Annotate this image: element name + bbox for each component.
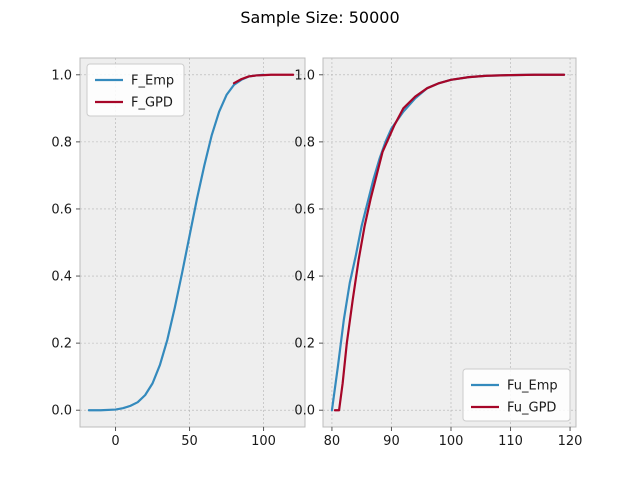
x-tick-label: 100 [439,434,464,449]
x-tick-label: 50 [181,434,198,449]
legend: F_Emp F_GPD [86,63,185,117]
legend-label: F_Emp [131,74,174,89]
figure-title: Sample Size: 50000 [240,8,399,27]
y-tick-label: 0.0 [51,404,72,419]
y-tick-label: 0.0 [294,404,315,419]
x-tick-label: 80 [324,434,341,449]
y-tick-label: 0.4 [51,270,72,285]
y-tick-label: 0.6 [51,202,72,217]
y-tick-label: 1.0 [294,68,315,83]
left-subplot: 0 50 100 0.0 0.2 0.4 0.6 0.8 1.0 F_Emp F_GPD [51,57,306,449]
y-tick-label: 0.8 [51,135,72,150]
x-tick-label: 0 [111,434,119,449]
x-tick-label: 110 [498,434,523,449]
x-tick-label: 120 [558,434,583,449]
y-tick-label: 0.2 [294,337,315,352]
series-line-f-gpd [232,73,295,85]
legend-label: Fu_GPD [507,401,556,416]
y-tick-label: 0.8 [294,135,315,150]
y-tick-label: 1.0 [51,68,72,83]
x-tick-label: 100 [251,434,276,449]
legend-label: Fu_Emp [507,379,558,394]
series-line-fu-gpd [333,73,566,412]
right-subplot: 80 90 100 110 1200.00.20.40.60.81.0Fu_EmpFu_… [294,57,583,449]
legend-label: F_GPD [131,96,173,111]
legend: Fu_Emp Fu_GPD [462,368,571,422]
y-tick-label: 0.6 [294,202,315,217]
x-tick-label: 90 [383,434,400,449]
y-tick-label: 0.4 [294,270,315,285]
plot-area [79,57,306,428]
plot-area [322,57,577,428]
y-tick-label: 0.2 [51,337,72,352]
series-line-f-emp [87,73,265,412]
